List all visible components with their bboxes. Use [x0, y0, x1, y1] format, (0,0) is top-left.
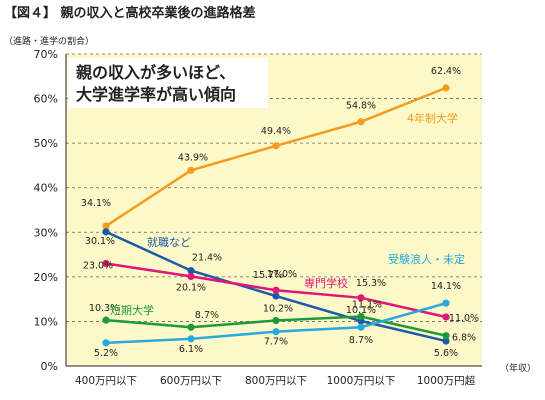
data-point: [442, 332, 450, 340]
data-point: [357, 294, 365, 302]
data-label: 10.3%: [89, 303, 119, 314]
data-point: [102, 339, 110, 347]
series-label: 就職など: [147, 235, 191, 249]
x-tick-label: 600万円以下: [160, 375, 222, 387]
y-tick-label: 0%: [41, 360, 58, 373]
series-points: [102, 84, 450, 347]
y-axis-ticks: 0% 10% 20% 30% 40% 50% 60% 70%: [34, 48, 58, 373]
data-point: [442, 84, 450, 92]
data-label: 8.7%: [195, 310, 219, 321]
series-label: 短期大学: [110, 303, 154, 317]
data-label: 11.0%: [449, 313, 479, 324]
y-tick-label: 30%: [34, 226, 58, 239]
series-label: 専門学校: [304, 276, 348, 290]
data-point: [272, 286, 280, 294]
data-point: [272, 292, 280, 300]
data-point: [272, 316, 280, 325]
x-axis-unit: （年収）: [500, 362, 536, 374]
y-tick-label: 10%: [34, 315, 58, 328]
series-label: 4年制大学: [407, 111, 458, 125]
data-label: 5.2%: [94, 348, 118, 359]
data-point: [442, 299, 450, 307]
y-tick-label: 20%: [34, 271, 58, 284]
data-point: [187, 323, 195, 331]
data-label: 15.3%: [356, 278, 386, 289]
data-point: [357, 312, 365, 321]
data-labels: 34.1% 43.9% 49.4% 54.8% 62.4% 30.1% 21.4% 15.7%…: [81, 66, 479, 359]
y-tick-label: 40%: [34, 182, 58, 195]
data-label: 15.7%: [253, 270, 283, 281]
data-label: 30.1%: [85, 236, 115, 247]
data-point: [102, 222, 110, 230]
data-point: [102, 316, 110, 324]
data-label: 54.8%: [346, 101, 376, 112]
y-axis-unit: （進路・進学の割合）: [4, 35, 94, 47]
data-label: 17.0%: [267, 269, 297, 280]
data-point: [357, 118, 365, 126]
data-label: 10.2%: [263, 304, 293, 315]
x-tick-label: 800万円以下: [245, 375, 307, 387]
data-label: 5.6%: [434, 348, 458, 359]
data-label: 14.1%: [431, 281, 461, 292]
data-label: 21.4%: [192, 253, 222, 264]
data-label: 6.1%: [179, 344, 203, 355]
x-tick-label: 1000万円超: [417, 374, 476, 387]
x-tick-label: 400万円以下: [75, 375, 137, 387]
note-line-1: 親の収入が多いほど、: [76, 63, 235, 82]
data-label: 7.7%: [264, 337, 288, 348]
data-point: [272, 328, 280, 336]
data-label: 23.0%: [83, 260, 113, 271]
x-axis-ticks: 400万円以下 600万円以下 800万円以下 1000万円以下 1000万円超: [75, 374, 476, 387]
data-point: [442, 313, 450, 321]
data-label: 20.1%: [176, 282, 206, 293]
data-label: 34.1%: [81, 198, 111, 209]
data-label: 49.4%: [261, 126, 291, 137]
y-tick-label: 70%: [34, 48, 58, 61]
data-point: [187, 272, 195, 281]
note-box: [68, 58, 268, 108]
data-label: 6.8%: [452, 333, 476, 344]
y-tick-label: 50%: [34, 137, 58, 150]
data-point: [272, 142, 280, 150]
chart-title: 【図４】 親の収入と高校卒業後の進路格差: [4, 5, 256, 21]
data-label: 43.9%: [178, 152, 208, 163]
series-label: 受験浪人・未定: [388, 252, 465, 266]
data-point: [357, 323, 365, 331]
data-point: [187, 267, 195, 275]
data-point: [102, 228, 110, 236]
x-tick-label: 1000万円以下: [327, 375, 396, 387]
data-point: [187, 166, 195, 174]
y-tick-label: 60%: [34, 93, 58, 106]
data-label: 62.4%: [431, 66, 461, 77]
data-point: [187, 335, 195, 343]
data-label: 8.7%: [349, 335, 373, 346]
data-point: [442, 337, 450, 345]
data-point: [102, 259, 110, 268]
data-label: 10.1%: [346, 305, 376, 316]
data-label: 11.1%: [352, 300, 382, 311]
note-line-2: 大学進学率が高い傾向: [76, 85, 236, 104]
